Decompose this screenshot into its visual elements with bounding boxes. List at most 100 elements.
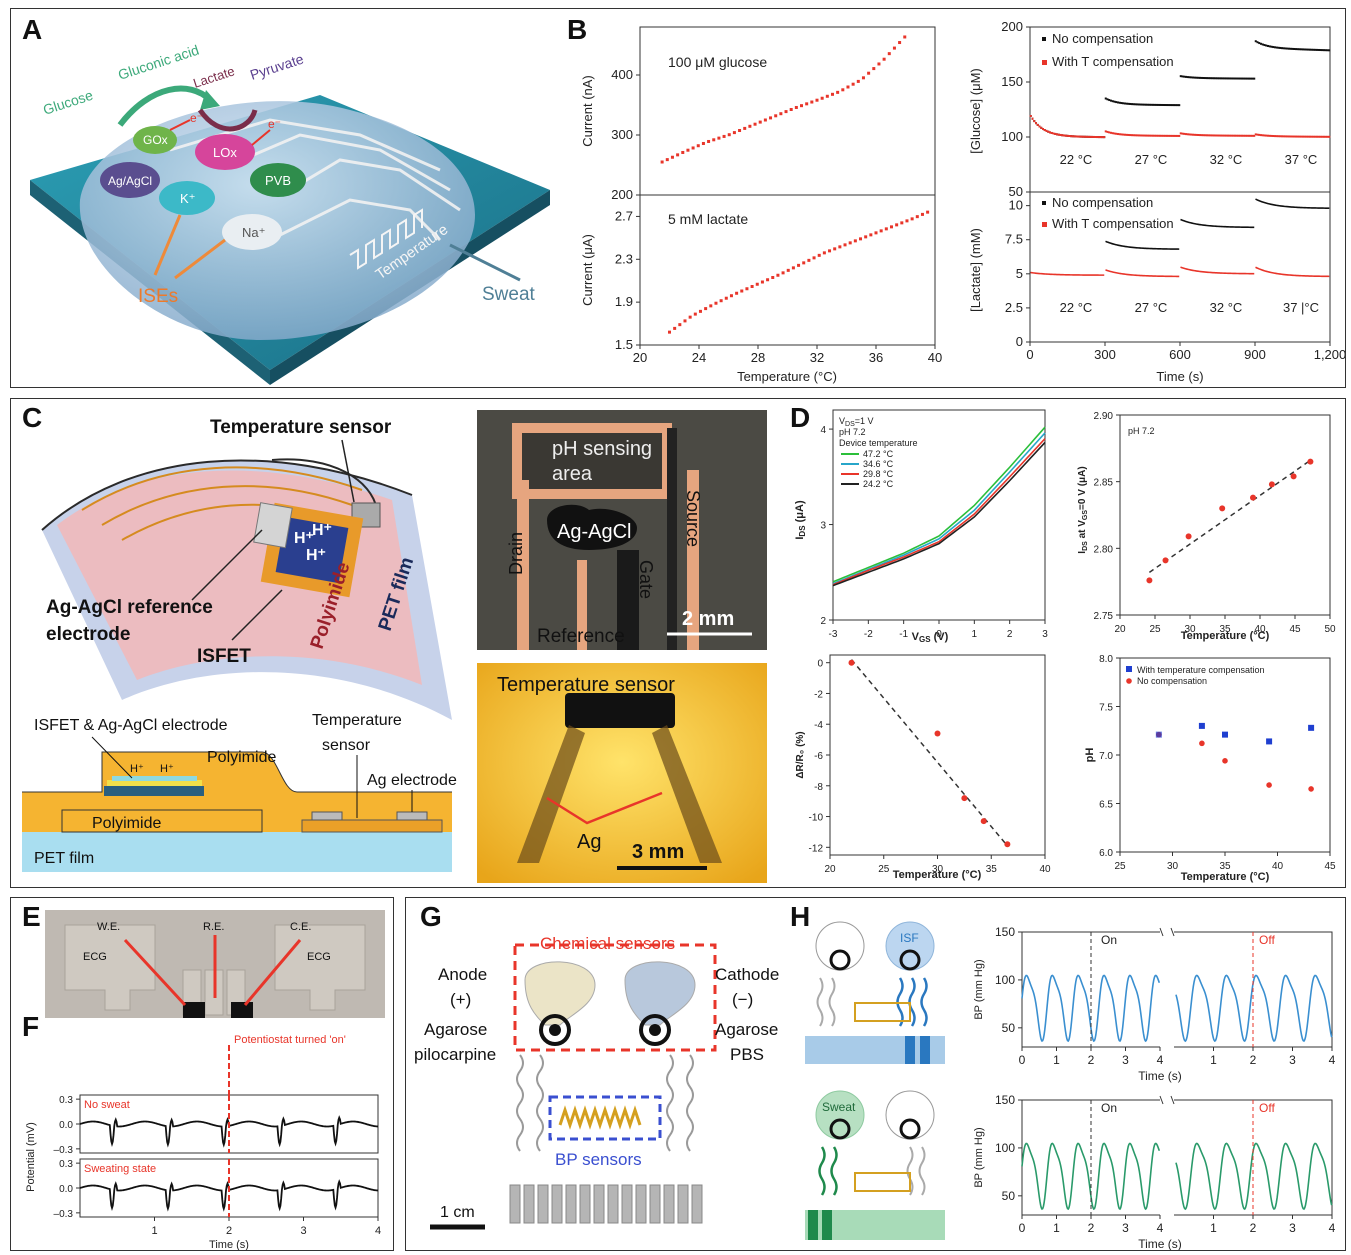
lactate-current-point	[693, 312, 697, 316]
glucose-comp-point	[1167, 134, 1170, 137]
glucose-comp-point	[1214, 134, 1217, 137]
h-top-axis-break	[1160, 928, 1174, 1051]
d-tl-ylabel-rest: (μA)	[794, 500, 806, 525]
f-ylabel: Potential (mV)	[25, 1122, 37, 1192]
lactate-current-point	[920, 212, 924, 216]
iv-legend-label: 29.8 °C	[863, 469, 894, 479]
glucose-comp-point	[1139, 134, 1142, 137]
glucose-nocomp-point	[1282, 47, 1285, 50]
legend-comp-bottom: With T compensation	[1052, 216, 1174, 231]
label-cs-hplus-2: H⁺	[160, 763, 174, 775]
glucose-nocomp-point	[1326, 49, 1329, 52]
b-left-xlabel: Temperature (°C)	[737, 369, 837, 384]
glucose-nocomp-point	[1206, 77, 1208, 80]
glucose-nocomp-point	[1328, 49, 1331, 52]
glucose-nocomp-point	[1232, 77, 1235, 80]
glucose-nocomp-point	[1314, 48, 1317, 51]
d-tr-point	[1185, 533, 1192, 540]
iv-legend-label: 24.2 °C	[863, 479, 894, 489]
lox-electrode	[195, 134, 255, 170]
d-br-ylabel: pH	[1084, 748, 1096, 763]
glucose-nocomp-point	[1181, 75, 1184, 78]
label-reference: Reference	[537, 626, 625, 647]
panel-letter-h: H	[790, 901, 811, 932]
lactate-current-point	[786, 268, 790, 272]
glucose-comp-point	[1038, 125, 1041, 128]
glucose-comp-point	[1323, 135, 1325, 138]
glucose-comp-point	[1052, 132, 1055, 135]
b-top-right-ytick-label: 50	[1009, 184, 1023, 199]
d-tr-point	[1162, 557, 1169, 564]
glucose-nocomp-point	[1307, 48, 1310, 51]
glucose-nocomp-point	[1122, 102, 1125, 105]
lactate-current-point	[843, 243, 847, 247]
glucose-nocomp-point	[1242, 77, 1245, 80]
glucose-current-point	[681, 150, 685, 154]
lactate-current-point	[864, 235, 868, 239]
glucose-comp-point	[1298, 135, 1301, 138]
b-bottom-left-xtick-label: 36	[869, 350, 883, 365]
k-electrode	[159, 181, 215, 215]
glucose-comp-point	[1040, 126, 1043, 129]
glucose-nocomp-point	[1319, 49, 1322, 52]
glucose-current-point	[903, 35, 907, 39]
d-cond-vds-rest: =1 V	[855, 416, 874, 426]
glucose-current-point	[892, 46, 896, 50]
b-left-ylabel-top: Current (nA)	[580, 75, 595, 147]
glucose-comp-point	[1321, 135, 1324, 138]
glucose-comp-point	[1202, 134, 1205, 137]
glucose-comp-point	[1115, 132, 1118, 135]
glucose-nocomp-point	[1213, 77, 1215, 80]
glucose-nocomp-point	[1106, 98, 1109, 101]
d-bottom-left-xtick-label: 20	[824, 864, 836, 875]
label-cathode-sign: (−)	[732, 990, 753, 1009]
glucose-current-point	[758, 120, 762, 124]
b-bottom-right-ytick-label: 10	[1009, 198, 1023, 213]
glucose-comp-point	[1124, 133, 1126, 136]
d-tl-xlabel-rest: (V)	[931, 631, 949, 643]
glucose-nocomp-point	[1272, 46, 1275, 49]
glucose-comp-point	[1054, 132, 1057, 135]
f-xlabel: Time (s)	[209, 1239, 249, 1250]
d-top-left-ytick-label: 4	[820, 425, 826, 436]
glucose-comp-point	[1206, 134, 1208, 137]
glucose-nocomp-point	[1228, 77, 1231, 80]
d-top-left-xtick-label: 0	[936, 629, 942, 640]
glucose-current-point	[841, 88, 845, 92]
glucose-nocomp-point	[1145, 103, 1147, 106]
f-no-sweat: No sweat	[84, 1099, 130, 1111]
label-electron-1: e⁻	[190, 111, 203, 125]
glucose-nocomp-point	[1120, 102, 1123, 105]
glucose-comp-point	[1120, 133, 1123, 136]
glucose-nocomp-point	[1108, 99, 1111, 102]
glucose-comp-point	[1103, 136, 1106, 139]
d-top-left-xtick-label: -2	[864, 629, 873, 640]
glucose-nocomp-point	[1129, 102, 1132, 105]
glucose-nocomp-point	[1159, 103, 1161, 106]
lactate-current-point	[895, 223, 899, 227]
glucose-comp-point	[1125, 133, 1128, 136]
glucose-comp-point	[1268, 134, 1271, 137]
glucose-comp-point	[1132, 134, 1135, 137]
label-pbs: PBS	[730, 1045, 764, 1064]
glucose-comp-point	[1178, 134, 1181, 137]
d-bottom-left-ytick-label: -8	[814, 782, 823, 793]
glucose-nocomp-point	[1183, 75, 1186, 78]
h-top-ytick-label: 150	[995, 925, 1015, 939]
d-bottom-left-ytick-label: -4	[814, 720, 823, 731]
d-tr-ylabel: IDS at VGS=0 V (μA)	[1077, 466, 1089, 553]
iv-legend-label: 34.6 °C	[863, 459, 894, 469]
ph-legend-nocomp-marker	[1126, 678, 1132, 684]
glucose-comp-point	[1277, 135, 1280, 138]
glucose-comp-point	[1282, 135, 1285, 138]
glucose-comp-point	[1117, 133, 1119, 136]
glucose-nocomp-point	[1223, 77, 1226, 80]
d-bottom-left-ytick-label: -2	[814, 689, 823, 700]
glucose-comp-point	[1199, 134, 1201, 137]
b-bottom-right-ytick-label: 2.5	[1005, 300, 1023, 315]
label-ecg-1: ECG	[83, 951, 107, 963]
gox-electrode	[133, 126, 177, 154]
glucose-nocomp-point	[1148, 103, 1151, 106]
glucose-comp-point	[1234, 134, 1236, 137]
